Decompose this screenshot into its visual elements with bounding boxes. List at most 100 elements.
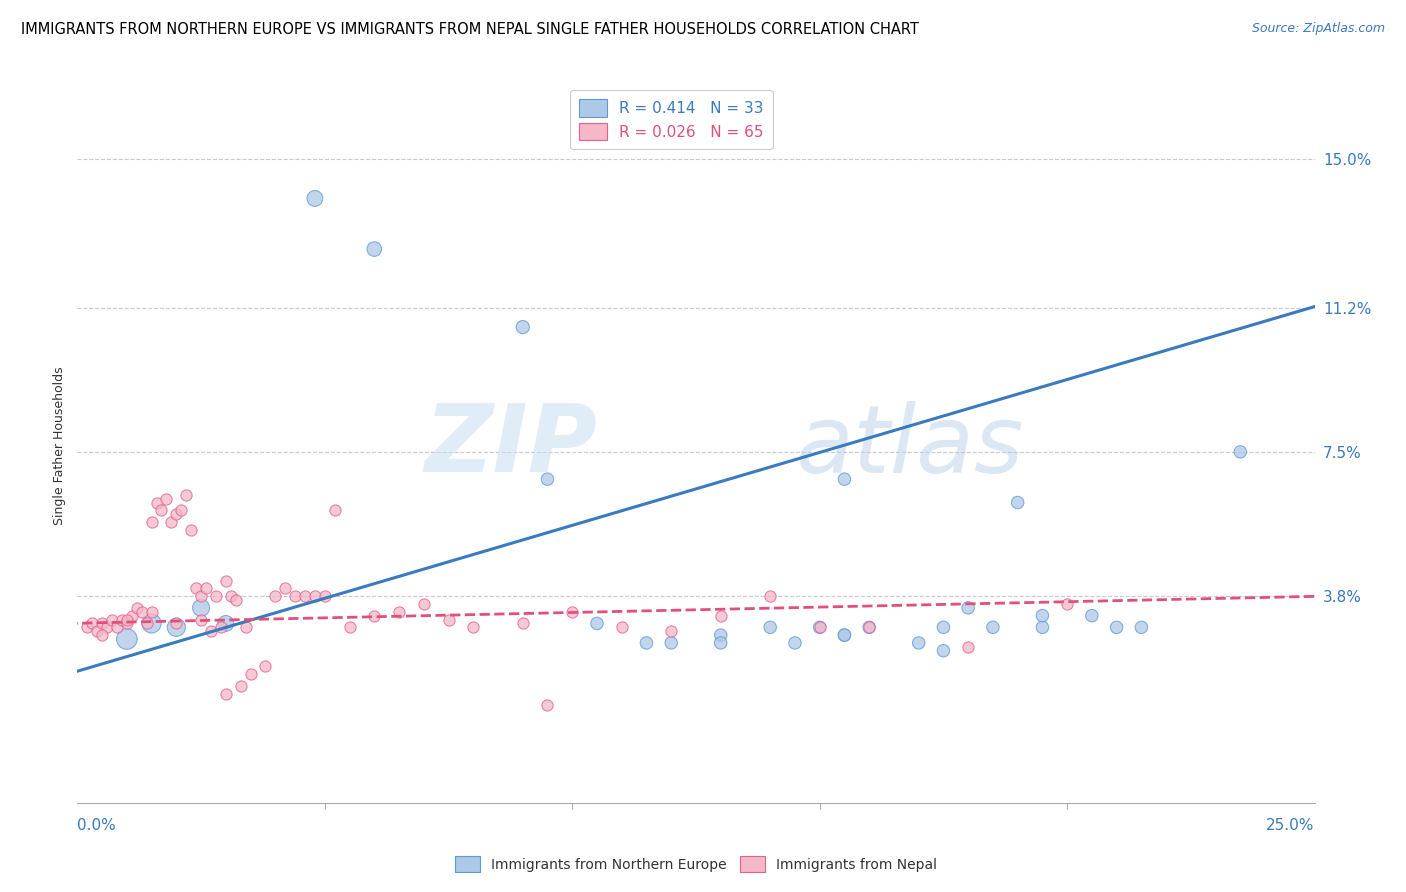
Point — [200, 624, 222, 639]
Point — [96, 620, 118, 634]
Point — [190, 613, 212, 627]
Text: 25.0%: 25.0% — [1267, 818, 1315, 832]
Point — [180, 523, 202, 537]
Point — [314, 589, 336, 603]
Point — [536, 698, 558, 713]
Point — [363, 242, 385, 256]
Point — [907, 636, 929, 650]
Point — [86, 624, 108, 639]
Point — [235, 620, 257, 634]
Point — [101, 613, 124, 627]
Point — [586, 616, 609, 631]
Point — [239, 667, 262, 681]
Point — [834, 628, 856, 642]
Text: 0.0%: 0.0% — [77, 818, 117, 832]
Point — [710, 628, 733, 642]
Point — [274, 582, 297, 596]
Point — [111, 613, 134, 627]
Legend: Immigrants from Northern Europe, Immigrants from Nepal: Immigrants from Northern Europe, Immigra… — [449, 851, 943, 878]
Point — [759, 589, 782, 603]
Point — [659, 636, 682, 650]
Point — [834, 628, 856, 642]
Point — [141, 616, 163, 631]
Point — [174, 488, 197, 502]
Point — [412, 597, 434, 611]
Point — [957, 640, 980, 654]
Point — [783, 636, 806, 650]
Point — [388, 605, 411, 619]
Point — [284, 589, 307, 603]
Point — [561, 605, 583, 619]
Point — [121, 608, 143, 623]
Point — [141, 515, 163, 529]
Point — [808, 620, 831, 634]
Point — [150, 503, 173, 517]
Point — [339, 620, 361, 634]
Point — [304, 589, 326, 603]
Point — [91, 616, 114, 631]
Point — [82, 616, 104, 631]
Text: Source: ZipAtlas.com: Source: ZipAtlas.com — [1251, 22, 1385, 36]
Point — [215, 687, 238, 701]
Point — [759, 620, 782, 634]
Point — [710, 608, 733, 623]
Point — [1229, 445, 1251, 459]
Point — [225, 593, 247, 607]
Point — [209, 620, 232, 634]
Text: atlas: atlas — [794, 401, 1024, 491]
Point — [115, 632, 138, 646]
Point — [981, 620, 1004, 634]
Point — [205, 589, 228, 603]
Point — [76, 620, 98, 634]
Point — [125, 600, 148, 615]
Text: ZIP: ZIP — [425, 400, 598, 492]
Point — [710, 636, 733, 650]
Text: IMMIGRANTS FROM NORTHERN EUROPE VS IMMIGRANTS FROM NEPAL SINGLE FATHER HOUSEHOLD: IMMIGRANTS FROM NORTHERN EUROPE VS IMMIG… — [21, 22, 920, 37]
Point — [610, 620, 633, 634]
Point — [363, 608, 385, 623]
Point — [215, 616, 238, 631]
Point — [160, 515, 183, 529]
Point — [512, 616, 534, 631]
Point — [115, 613, 138, 627]
Point — [536, 472, 558, 486]
Point — [219, 589, 242, 603]
Point — [636, 636, 658, 650]
Point — [808, 620, 831, 634]
Point — [91, 628, 114, 642]
Point — [932, 644, 955, 658]
Point — [463, 620, 485, 634]
Point — [155, 491, 177, 506]
Point — [190, 600, 212, 615]
Point — [437, 613, 460, 627]
Point — [131, 605, 153, 619]
Point — [141, 605, 163, 619]
Point — [165, 616, 187, 631]
Point — [323, 503, 346, 517]
Point — [1081, 608, 1104, 623]
Point — [184, 582, 207, 596]
Point — [1105, 620, 1128, 634]
Point — [1056, 597, 1078, 611]
Point — [135, 616, 157, 631]
Point — [1031, 608, 1053, 623]
Point — [1007, 495, 1029, 509]
Point — [254, 659, 277, 673]
Point — [215, 574, 238, 588]
Point — [264, 589, 287, 603]
Point — [145, 495, 167, 509]
Point — [858, 620, 880, 634]
Point — [834, 472, 856, 486]
Point — [1130, 620, 1153, 634]
Point — [190, 589, 212, 603]
Point — [229, 679, 252, 693]
Point — [512, 320, 534, 334]
Point — [115, 616, 138, 631]
Point — [195, 582, 218, 596]
Point — [105, 620, 128, 634]
Point — [294, 589, 316, 603]
Y-axis label: Single Father Households: Single Father Households — [53, 367, 66, 525]
Point — [304, 191, 326, 205]
Point — [165, 620, 187, 634]
Point — [858, 620, 880, 634]
